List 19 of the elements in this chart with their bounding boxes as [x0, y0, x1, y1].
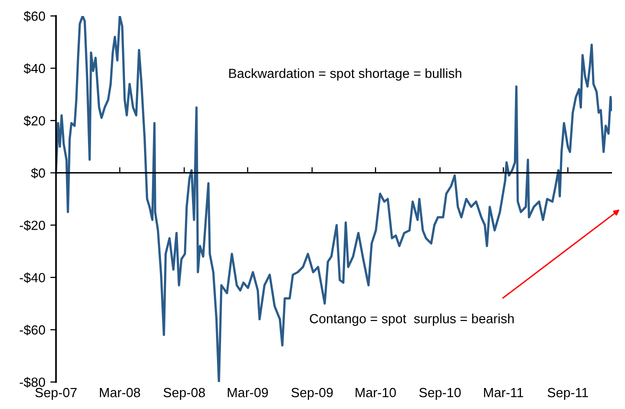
x-tick-label: Sep-08 [164, 388, 205, 400]
x-tick-label: Sep-11 [548, 388, 588, 400]
y-tick-label: $20 [24, 116, 46, 126]
x-tick-label: Mar-11 [484, 388, 524, 398]
y-tick-label: $0 [31, 168, 46, 179]
y-tick-label: $60 [24, 10, 46, 22]
x-tick-label: Mar-09 [228, 388, 268, 398]
y-tick-label: -$40 [20, 272, 46, 284]
x-tick-label: Mar-08 [100, 388, 140, 398]
y-tick-label: $40 [24, 63, 46, 74]
annotation: Backwardation = spot shortage = bullish [229, 68, 462, 81]
x-tick-label: Sep-09 [291, 388, 333, 400]
x-tick-label: Sep-07 [35, 388, 77, 400]
y-tick-label: -$80 [20, 377, 46, 388]
y-tick-label: -$20 [20, 220, 46, 231]
annotation: Contango = spot surplus = bearish [310, 314, 514, 326]
y-tick-label: -$60 [20, 324, 46, 336]
x-tick-label: Sep-10 [419, 388, 461, 400]
x-tick-label: Mar-10 [356, 388, 396, 398]
